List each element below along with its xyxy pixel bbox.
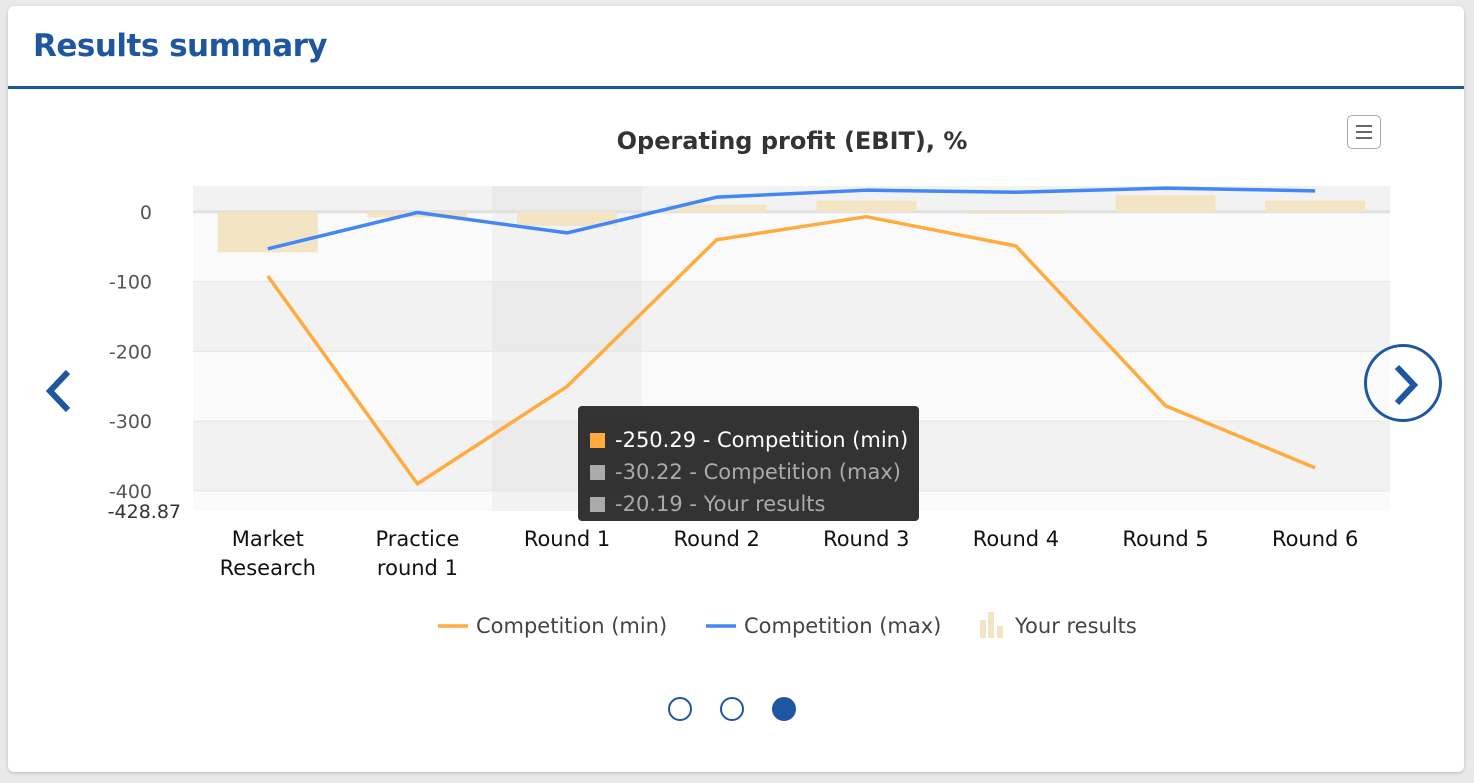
x-tick-label: Round 5: [1122, 527, 1208, 551]
x-tick-label: Round 4: [973, 527, 1059, 551]
chart-title: Operating profit (EBIT), %: [617, 127, 968, 155]
your-results-bar: [666, 204, 767, 212]
plot-band: [193, 281, 1390, 352]
page-dot-3[interactable]: [772, 697, 796, 721]
your-results-bar: [1115, 195, 1216, 212]
x-tick-label: Research: [220, 556, 316, 580]
y-tick-label: -300: [109, 411, 152, 433]
y-tick-label: -100: [109, 272, 152, 294]
x-tick-label: Practice: [375, 527, 459, 551]
x-tick-label: Round 3: [823, 527, 909, 551]
page-title: Results summary: [33, 28, 328, 64]
x-tick-label: round 1: [377, 556, 458, 580]
chevron-left-icon: [45, 369, 71, 413]
page-dot-2[interactable]: [720, 697, 744, 721]
y-tick-label: 0: [140, 202, 152, 224]
your-results-bar: [217, 211, 318, 253]
x-tick-label: Round 1: [524, 527, 610, 551]
previous-chart-button[interactable]: [38, 360, 78, 420]
bar-swatch-icon: [590, 497, 605, 512]
your-results-bar: [517, 211, 618, 226]
card-header: Results summary: [8, 6, 1464, 89]
plot-band: [193, 211, 1390, 282]
tooltip-row-min: -250.29 - Competition (min): [615, 428, 909, 452]
x-tick-label: Round 2: [673, 527, 759, 551]
max-swatch-icon: [590, 465, 605, 480]
legend-competition-max: Competition (max): [744, 614, 941, 638]
y-tick-label: -428.87: [108, 501, 181, 523]
min-swatch-icon: [590, 433, 605, 448]
legend-bar-icon: [988, 612, 994, 638]
next-chart-button[interactable]: [1364, 344, 1442, 422]
tooltip-row-results: -20.19 - Your results: [615, 492, 826, 516]
competition-min-line: [266, 214, 1316, 486]
chart-tooltip: -250.29 - Competition (min) -30.22 - Com…: [578, 406, 919, 521]
your-results-bar: [367, 211, 468, 218]
your-results-bar: [816, 200, 917, 212]
legend-bar-icon: [980, 620, 986, 638]
tooltip-row-max: -30.22 - Competition (max): [615, 460, 901, 484]
chart-menu-button[interactable]: [1347, 115, 1381, 149]
legend-bar-icon: [997, 626, 1003, 638]
chevron-right-icon: [1394, 364, 1419, 406]
y-tick-label: -400: [109, 481, 152, 503]
legend-your-results: Your results: [1014, 614, 1137, 638]
x-tick-label: Round 6: [1272, 527, 1358, 551]
competition-max-line: [267, 186, 1316, 251]
page-dot-1[interactable]: [668, 697, 692, 721]
y-tick-label: -200: [109, 341, 152, 363]
your-results-bar: [965, 211, 1066, 214]
your-results-bar: [1265, 200, 1366, 212]
legend-competition-min: Competition (min): [476, 614, 667, 638]
x-tick-label: Market: [232, 527, 304, 551]
